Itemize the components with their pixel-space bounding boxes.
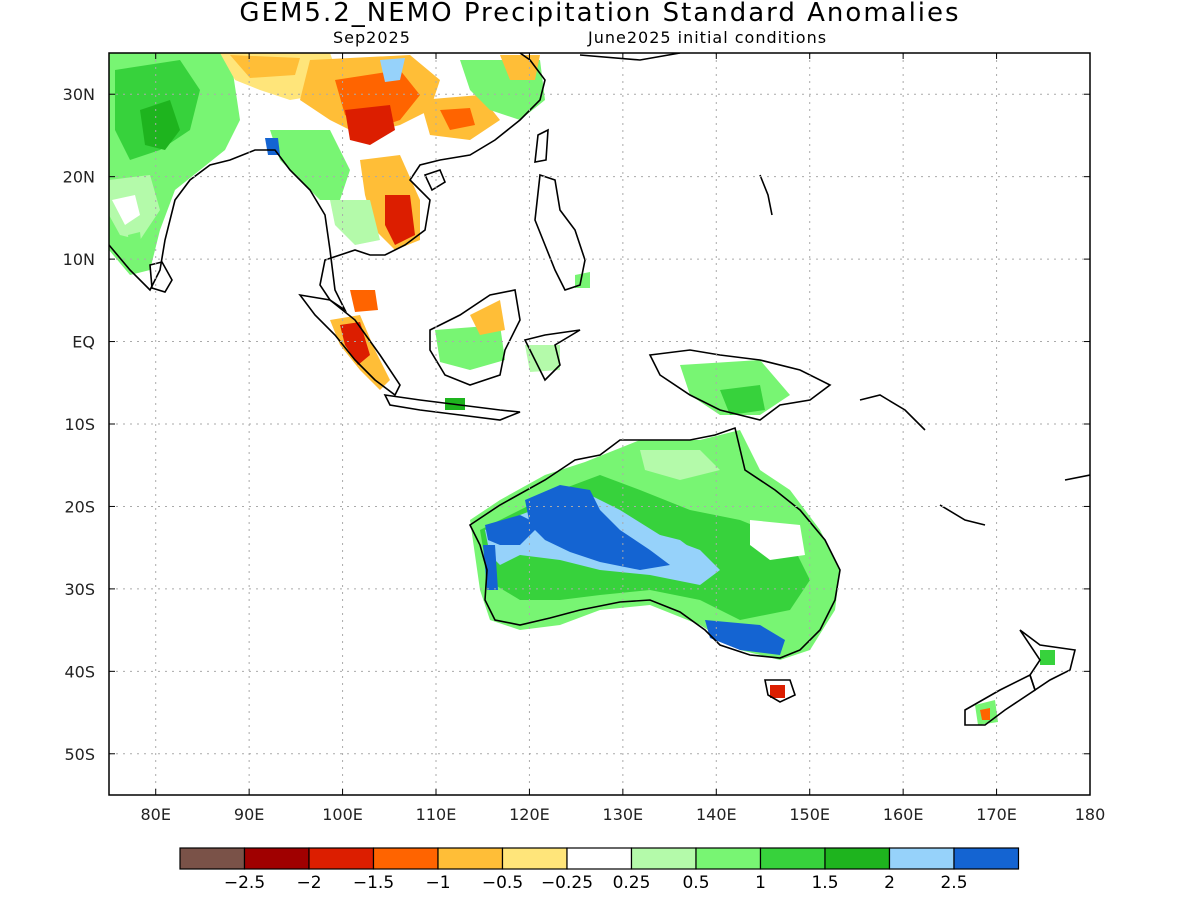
colorbar-swatch bbox=[695, 847, 762, 870]
colorbar-label: −2.5 bbox=[224, 873, 265, 893]
lon-tick-label: 160E bbox=[883, 805, 924, 824]
colorbar-label: −0.25 bbox=[541, 873, 593, 893]
lon-tick-label: 170E bbox=[976, 805, 1017, 824]
lon-tick-label: 140E bbox=[696, 805, 737, 824]
lon-tick-label: 130E bbox=[603, 805, 644, 824]
colorbar-label: 2 bbox=[884, 873, 895, 893]
lat-tick-label: 30S bbox=[64, 580, 95, 599]
colorbar-swatch bbox=[179, 847, 246, 870]
colorbar-label: 0.5 bbox=[682, 873, 709, 893]
colorbar-swatch bbox=[630, 847, 697, 870]
axis-ticks: 80E 90E 100E 110E 120E 130E 140E 150E 160E 170E 18… bbox=[63, 53, 1106, 824]
lon-tick-label: 100E bbox=[322, 805, 363, 824]
colorbar-swatch bbox=[566, 847, 633, 870]
lat-tick-label: 30N bbox=[63, 85, 95, 104]
map-title: GEM5.2_NEMO Precipitation Standard Anoma… bbox=[239, 0, 961, 28]
init-conditions-label: June2025 initial conditions bbox=[588, 28, 828, 47]
colorbar-label: −2 bbox=[296, 873, 321, 893]
lat-tick-label: 50S bbox=[64, 745, 95, 764]
lat-tick-label: EQ bbox=[72, 333, 95, 352]
colorbar: −2.5 −2 −1.5 −1 −0.5 −0.25 0.25 0.5 1 1.5 2 2.5 bbox=[179, 847, 1020, 893]
lat-tick-label: 10N bbox=[63, 250, 95, 269]
lat-tick-label: 20N bbox=[63, 168, 95, 187]
valid-month-label: Sep2025 bbox=[333, 28, 411, 47]
colorbar-label: 1.5 bbox=[811, 873, 838, 893]
colorbar-label: −0.5 bbox=[482, 873, 523, 893]
colorbar-label: 2.5 bbox=[940, 873, 967, 893]
colorbar-label: −1.5 bbox=[353, 873, 394, 893]
colorbar-label: 1 bbox=[755, 873, 766, 893]
colorbar-swatch bbox=[824, 847, 891, 870]
colorbar-label: −1 bbox=[425, 873, 450, 893]
colorbar-label: 0.25 bbox=[613, 873, 651, 893]
colorbar-swatch bbox=[759, 847, 826, 870]
lon-tick-label: 120E bbox=[509, 805, 550, 824]
coastlines bbox=[109, 53, 1090, 726]
lon-tick-label: 90E bbox=[234, 805, 264, 824]
colorbar-swatch bbox=[437, 847, 504, 870]
colorbar-swatch bbox=[888, 847, 955, 870]
lat-tick-label: 40S bbox=[64, 662, 95, 681]
colorbar-swatch bbox=[953, 847, 1020, 870]
colorbar-swatch bbox=[372, 847, 439, 870]
colorbar-swatch bbox=[243, 847, 310, 870]
lon-tick-label: 80E bbox=[140, 805, 170, 824]
lon-tick-label: 150E bbox=[789, 805, 830, 824]
lat-tick-label: 10S bbox=[64, 415, 95, 434]
anomaly-shading bbox=[109, 53, 1055, 725]
lat-tick-label: 20S bbox=[64, 497, 95, 516]
lon-tick-label: 180 bbox=[1075, 805, 1106, 824]
colorbar-swatch bbox=[501, 847, 568, 870]
graticule bbox=[109, 53, 1090, 795]
lon-tick-label: 110E bbox=[416, 805, 457, 824]
colorbar-swatch bbox=[308, 847, 375, 870]
